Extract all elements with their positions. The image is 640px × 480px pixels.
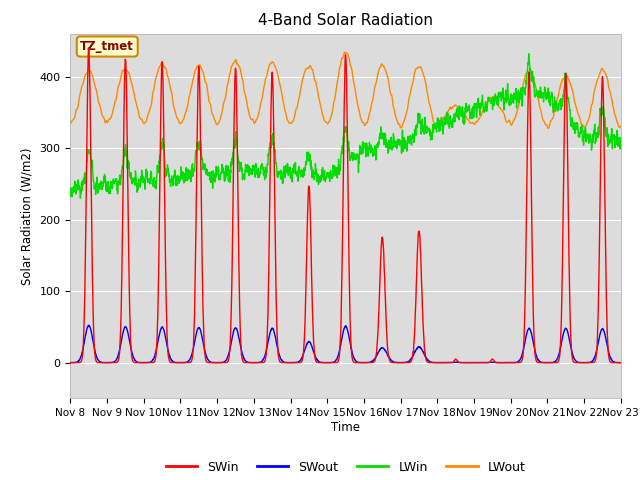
Y-axis label: Solar Radiation (W/m2): Solar Radiation (W/m2): [21, 147, 34, 285]
LWout: [374, 72, 381, 78]
Line: LWout: LWout: [70, 52, 621, 129]
SWin: [362, 360, 369, 365]
SWin: [617, 360, 625, 365]
Title: 4-Band Solar Radiation: 4-Band Solar Radiation: [258, 13, 433, 28]
SWin: [506, 360, 514, 365]
LWout: [67, 120, 74, 126]
LWin: [374, 141, 381, 146]
SWin: [220, 360, 228, 365]
LWout: [506, 119, 513, 124]
SWin: [569, 357, 577, 362]
SWout: [470, 360, 478, 365]
SWin: [374, 335, 381, 341]
LWout: [569, 88, 577, 94]
SWout: [362, 360, 369, 365]
LWin: [525, 51, 532, 57]
LWin: [584, 131, 592, 137]
LWout: [341, 49, 349, 55]
LWout: [584, 118, 592, 123]
LWin: [362, 149, 369, 155]
SWout: [374, 350, 381, 356]
LWout: [220, 100, 228, 106]
SWin: [584, 360, 592, 365]
SWout: [617, 360, 625, 365]
SWin: [85, 45, 93, 51]
LWin: [220, 177, 228, 183]
SWout: [506, 360, 514, 365]
Text: TZ_tmet: TZ_tmet: [80, 40, 134, 53]
LWout: [362, 121, 369, 127]
LWin: [77, 195, 84, 201]
Line: SWout: SWout: [70, 325, 621, 362]
X-axis label: Time: Time: [331, 421, 360, 434]
LWin: [506, 103, 513, 109]
LWin: [67, 186, 74, 192]
LWout: [545, 126, 552, 132]
Line: SWin: SWin: [70, 48, 621, 362]
LWout: [617, 124, 625, 130]
SWin: [67, 360, 74, 365]
Line: LWin: LWin: [70, 54, 621, 198]
SWout: [584, 360, 592, 365]
LWin: [617, 135, 625, 141]
SWout: [67, 360, 74, 365]
LWin: [569, 124, 577, 130]
SWout: [569, 351, 577, 357]
SWout: [220, 359, 228, 365]
SWout: [85, 323, 93, 328]
Legend: SWin, SWout, LWin, LWout: SWin, SWout, LWin, LWout: [161, 456, 531, 479]
SWin: [470, 360, 478, 365]
